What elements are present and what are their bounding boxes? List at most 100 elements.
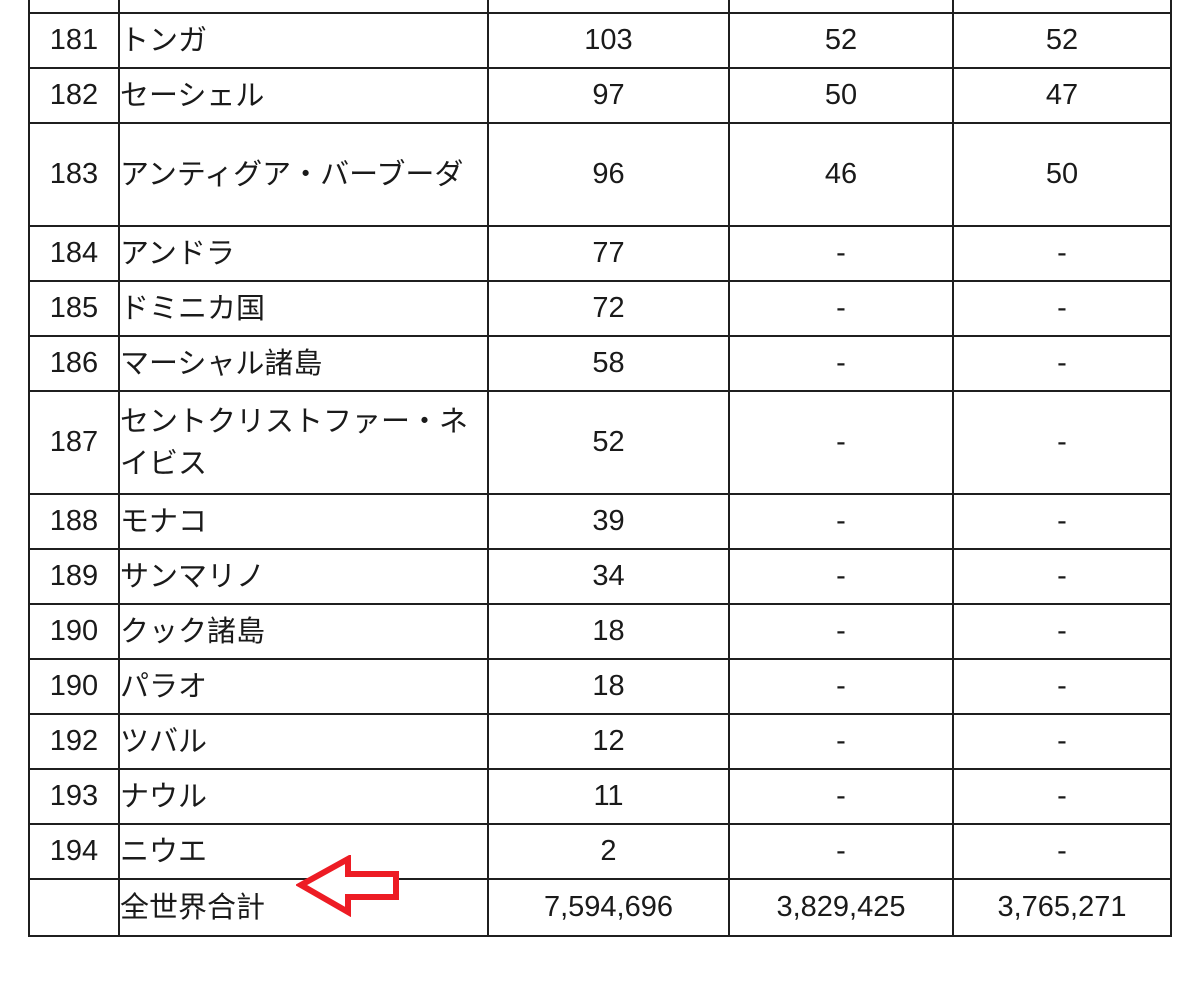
value-cell: 103 <box>487 12 730 69</box>
value-cell: 39 <box>487 493 730 550</box>
value-cell: - <box>728 713 954 770</box>
value-cell: - <box>952 390 1172 495</box>
rank-cell: 186 <box>28 335 120 392</box>
value-cell: 18 <box>487 603 730 660</box>
table-row-190-palau: 190 パラオ 18 - - <box>28 658 1172 715</box>
value-cell: 52 <box>487 390 730 495</box>
country-cell: ナウル <box>118 768 489 825</box>
country-cell: マーシャル諸島 <box>118 335 489 392</box>
rank-cell: 190 <box>28 658 120 715</box>
value-cell <box>487 0 730 14</box>
value-cell: - <box>952 658 1172 715</box>
table-row-182: 182 セーシェル 97 50 47 <box>28 67 1172 124</box>
table-row-185: 185 ドミニカ国 72 - - <box>28 280 1172 337</box>
country-ranking-table: 181 トンガ 103 52 52 182 セーシェル 97 50 47 183… <box>28 0 1172 937</box>
table-row-187: 187 セントクリストファー・ネイビス 52 - - <box>28 390 1172 495</box>
table-row-194-niue: 194 ニウエ 2 - - <box>28 823 1172 880</box>
country-cell: トンガ <box>118 12 489 69</box>
country-cell: クック諸島 <box>118 603 489 660</box>
country-cell: サンマリノ <box>118 548 489 605</box>
value-cell: 77 <box>487 225 730 282</box>
rank-cell: 188 <box>28 493 120 550</box>
total-value-cell: 3,829,425 <box>728 878 954 937</box>
rank-cell: 185 <box>28 280 120 337</box>
country-cell: アンドラ <box>118 225 489 282</box>
value-cell: 52 <box>952 12 1172 69</box>
country-cell: ドミニカ国 <box>118 280 489 337</box>
rank-cell: 193 <box>28 768 120 825</box>
value-cell: 47 <box>952 67 1172 124</box>
table-row-world-total: 全世界合計 7,594,696 3,829,425 3,765,271 <box>28 878 1172 937</box>
value-cell: - <box>728 280 954 337</box>
value-cell: 58 <box>487 335 730 392</box>
country-cell: ニウエ <box>118 823 489 880</box>
table-row-189: 189 サンマリノ 34 - - <box>28 548 1172 605</box>
rank-cell <box>28 878 120 937</box>
country-cell: セーシェル <box>118 67 489 124</box>
value-cell: - <box>728 493 954 550</box>
value-cell: 50 <box>728 67 954 124</box>
value-cell: - <box>952 768 1172 825</box>
value-cell <box>952 0 1172 14</box>
value-cell: 34 <box>487 548 730 605</box>
value-cell: 50 <box>952 122 1172 227</box>
table-row-clipped <box>28 0 1172 14</box>
table-row-186: 186 マーシャル諸島 58 - - <box>28 335 1172 392</box>
value-cell: - <box>728 823 954 880</box>
country-cell: パラオ <box>118 658 489 715</box>
value-cell: - <box>952 713 1172 770</box>
rank-cell: 189 <box>28 548 120 605</box>
table-row-184: 184 アンドラ 77 - - <box>28 225 1172 282</box>
value-cell: 2 <box>487 823 730 880</box>
rank-cell: 183 <box>28 122 120 227</box>
country-ranking-table-container: 181 トンガ 103 52 52 182 セーシェル 97 50 47 183… <box>28 0 1178 978</box>
country-cell: モナコ <box>118 493 489 550</box>
rank-cell: 194 <box>28 823 120 880</box>
value-cell: - <box>728 658 954 715</box>
value-cell: - <box>952 280 1172 337</box>
rank-cell: 184 <box>28 225 120 282</box>
table-row-192: 192 ツバル 12 - - <box>28 713 1172 770</box>
value-cell: - <box>952 823 1172 880</box>
value-cell: 52 <box>728 12 954 69</box>
value-cell: - <box>728 225 954 282</box>
value-cell: - <box>952 603 1172 660</box>
value-cell: 11 <box>487 768 730 825</box>
value-cell: 97 <box>487 67 730 124</box>
value-cell: - <box>728 768 954 825</box>
country-cell: ツバル <box>118 713 489 770</box>
total-value-cell: 7,594,696 <box>487 878 730 937</box>
value-cell: - <box>728 390 954 495</box>
rank-cell: 192 <box>28 713 120 770</box>
value-cell: - <box>728 603 954 660</box>
rank-cell: 187 <box>28 390 120 495</box>
value-cell <box>728 0 954 14</box>
rank-cell <box>28 0 120 14</box>
value-cell: - <box>952 335 1172 392</box>
table-row-181: 181 トンガ 103 52 52 <box>28 12 1172 69</box>
value-cell: - <box>952 548 1172 605</box>
total-value-cell: 3,765,271 <box>952 878 1172 937</box>
country-cell: セントクリストファー・ネイビス <box>118 390 489 495</box>
red-left-arrow-icon <box>296 855 399 917</box>
rank-cell: 190 <box>28 603 120 660</box>
value-cell: 72 <box>487 280 730 337</box>
value-cell: 96 <box>487 122 730 227</box>
table-row-188: 188 モナコ 39 - - <box>28 493 1172 550</box>
value-cell: - <box>952 493 1172 550</box>
table-row-183: 183 アンティグア・バーブーダ 96 46 50 <box>28 122 1172 227</box>
value-cell: 12 <box>487 713 730 770</box>
rank-cell: 182 <box>28 67 120 124</box>
rank-cell: 181 <box>28 12 120 69</box>
total-label-cell: 全世界合計 <box>118 878 489 937</box>
table-row-190-cook: 190 クック諸島 18 - - <box>28 603 1172 660</box>
country-cell <box>118 0 489 14</box>
table-row-193: 193 ナウル 11 - - <box>28 768 1172 825</box>
value-cell: 18 <box>487 658 730 715</box>
value-cell: 46 <box>728 122 954 227</box>
country-cell: アンティグア・バーブーダ <box>118 122 489 227</box>
value-cell: - <box>952 225 1172 282</box>
value-cell: - <box>728 548 954 605</box>
value-cell: - <box>728 335 954 392</box>
